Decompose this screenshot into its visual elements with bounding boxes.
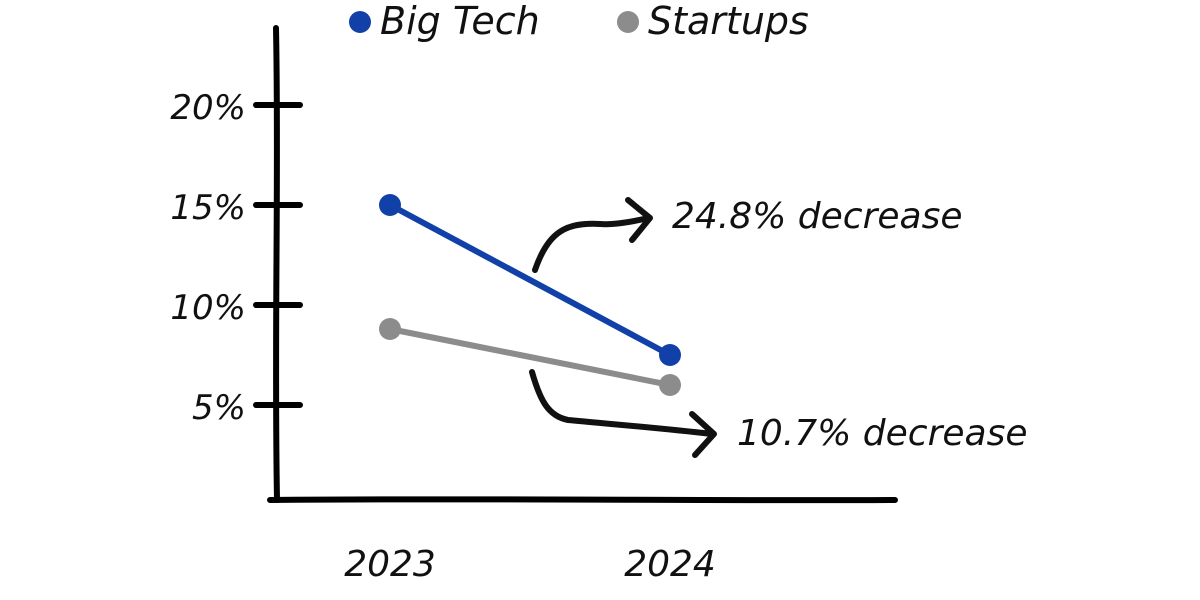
annotation-big-tech: 24.8% decrease xyxy=(532,196,963,273)
y-tick-label: 10% xyxy=(170,288,246,328)
series-big-tech xyxy=(379,194,681,366)
legend-label-big-tech: Big Tech xyxy=(380,0,540,43)
y-ticks: 5% 10% 15% 20% xyxy=(170,88,303,428)
annotation-label-startups: 10.7% decrease xyxy=(737,413,1028,454)
legend: Big Tech Startups xyxy=(349,0,809,43)
annotation-arrowhead-startups xyxy=(689,411,717,458)
legend-marker-big-tech xyxy=(349,11,371,33)
data-point-startups-2024 xyxy=(659,374,681,396)
x-axis xyxy=(267,496,898,504)
series-line-big-tech xyxy=(387,202,673,358)
x-labels: 2023 2024 xyxy=(344,544,716,585)
y-axis xyxy=(273,25,280,503)
annotation-arrow-startups xyxy=(529,369,715,437)
data-point-big-tech-2023 xyxy=(379,194,401,216)
data-point-startups-2023 xyxy=(379,318,401,340)
x-tick-label: 2024 xyxy=(624,544,716,585)
series-line-startups xyxy=(387,326,673,388)
series-startups xyxy=(379,318,681,396)
annotation-arrow-big-tech xyxy=(532,215,651,273)
x-tick-label: 2023 xyxy=(344,544,436,585)
data-point-big-tech-2024 xyxy=(659,344,681,366)
y-tick-label: 15% xyxy=(170,188,246,228)
y-tick-label: 20% xyxy=(170,88,246,128)
legend-label-startups: Startups xyxy=(648,0,809,43)
legend-marker-startups xyxy=(617,11,639,33)
annotation-arrowhead-big-tech xyxy=(625,197,653,243)
annotation-startups: 10.7% decrease xyxy=(529,369,1028,458)
annotation-label-big-tech: 24.8% decrease xyxy=(672,196,963,237)
y-tick-label: 5% xyxy=(192,388,246,428)
